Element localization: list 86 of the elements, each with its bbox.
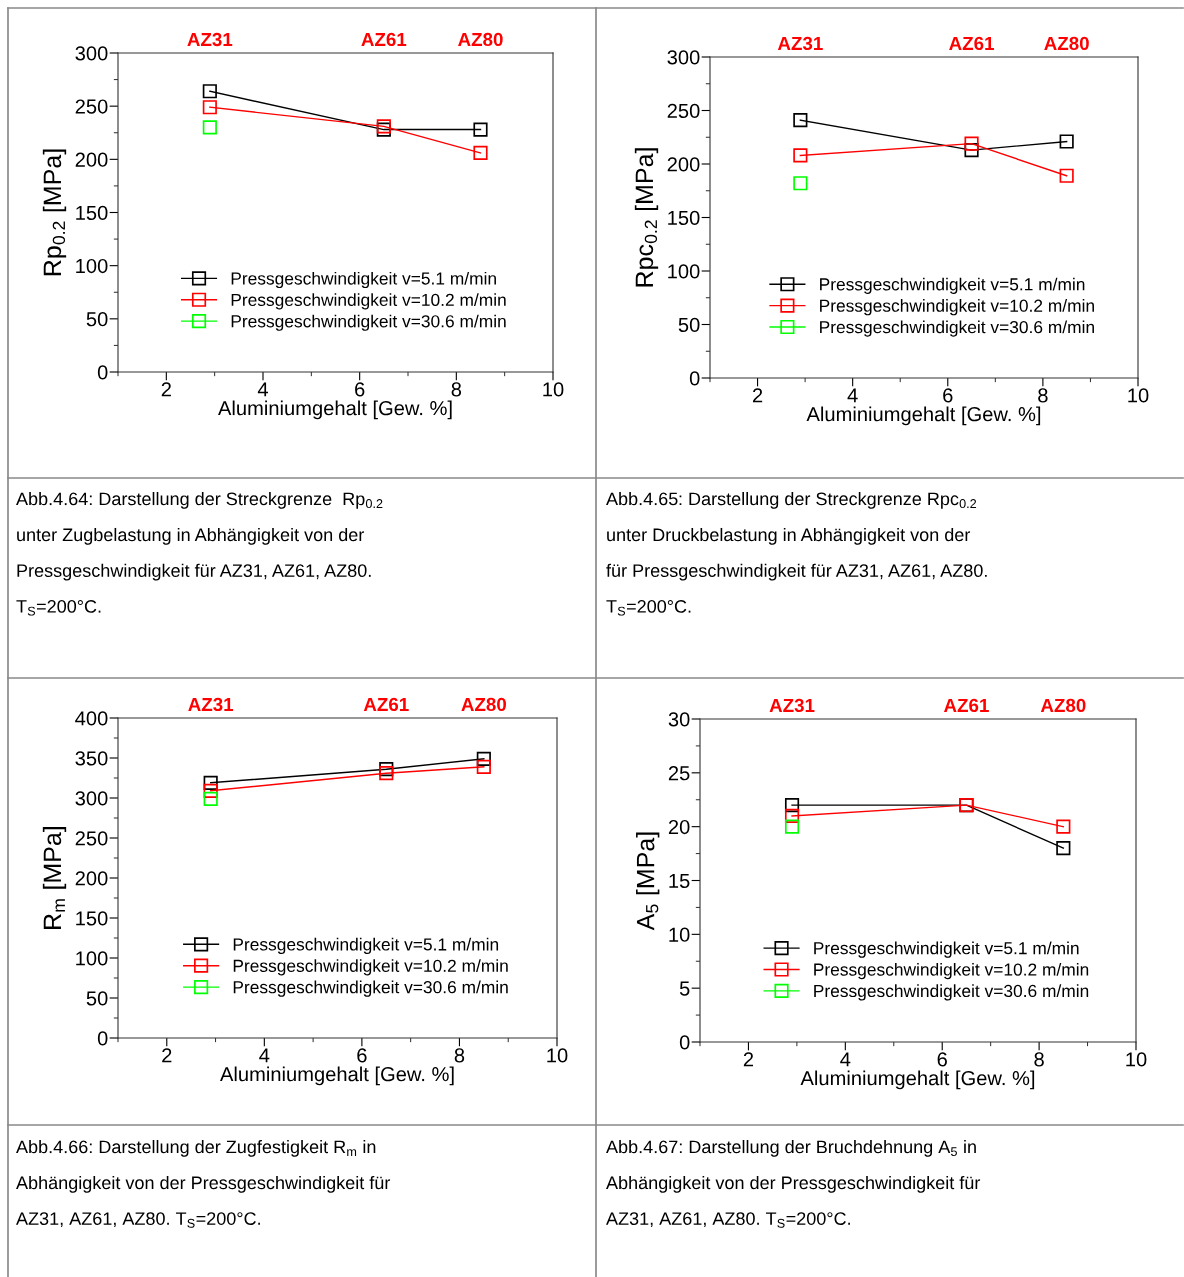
text: AZ80 [1044, 36, 1089, 51]
y-tick-label: 350 [75, 751, 108, 766]
x-axis-title: Aluminiumgehalt [Gew. %] [220, 1066, 454, 1086]
x-tick-label: 4 [257, 382, 269, 397]
y-tick-label: 5 [679, 981, 690, 996]
y-tick-label: 300 [75, 46, 108, 61]
y-tick-label: 10 [669, 927, 690, 942]
y-tick-label: 250 [75, 99, 108, 114]
y-tick-label: 50 [86, 991, 108, 1006]
y-tick-label: 0 [679, 1035, 690, 1050]
text: AZ61 [361, 32, 407, 47]
x-tick-label: 4 [259, 1048, 270, 1063]
x-tick-label: 8 [451, 382, 462, 397]
text: AZ80 [458, 32, 503, 47]
y-tick-label: 20 [668, 819, 690, 835]
y-tick-label: 0 [97, 1031, 108, 1046]
legend-label: Pressgeschwindigkeit v=30.6 m/min [231, 314, 506, 331]
x-tick-label: 6 [355, 382, 365, 397]
y-tick-label: 0 [689, 371, 700, 386]
legend-label: Pressgeschwindigkeit v=10.2 m/min [814, 962, 1089, 980]
y-tick-label: 50 [86, 312, 108, 327]
y-axis-title: Rp$_{0.2}$ [MPa] [42, 149, 67, 276]
legend-label: Pressgeschwindigkeit v=5.1 m/min [231, 271, 496, 289]
y-tick-label: 300 [667, 50, 700, 65]
legend-label: Pressgeschwindigkeit v=30.6 m/min [233, 980, 508, 997]
legend-label: Pressgeschwindigkeit v=10.2 m/min [233, 959, 508, 976]
text: Abb.4.65: Darstellung der Streckgrenze Rpc$_{0.2}$ unter Druckbelastung in Abhängigkeit von der für Pressgeschwindigkeit für AZ31, AZ61, AZ80. T$_{S}$=200°C. [606, 492, 987, 616]
x-axis-title: Aluminiumgehalt [Gew. %] [218, 400, 452, 420]
text: AZ61 [949, 36, 994, 51]
x-tick-label: 10 [547, 1048, 568, 1063]
text: AZ31 [187, 32, 233, 47]
text: Abb.4.66: Darstellung der Zugfestigkeit R$_{m}$ in Abhängigkeit von der Pressgeschwindigkeit für AZ31, AZ61, AZ80. T$_{S}$=200°C. [16, 1140, 391, 1228]
x-tick-label: 2 [161, 382, 171, 397]
y-tick-label: 250 [75, 831, 108, 846]
y-tick-label: 150 [76, 911, 108, 926]
text: Abb.4.67: Darstellung der Bruchdehnung A$_{5}$ in Abhängigkeit von der Pressgeschwindigkeit für AZ31, AZ61, AZ80. T$_{S}$=200°C. [606, 1140, 981, 1228]
x-tick-label: 6 [943, 388, 953, 403]
y-axis-title: Rpc$_{0.2}$ [MPa] [634, 148, 659, 287]
x-tick-label: 6 [937, 1052, 947, 1067]
legend-label: Pressgeschwindigkeit v=5.1 m/min [820, 277, 1085, 294]
y-tick-label: 200 [667, 157, 700, 172]
x-tick-label: 2 [743, 1052, 754, 1067]
x-tick-label: 6 [357, 1048, 367, 1063]
x-tick-label: 2 [752, 388, 763, 403]
y-tick-label: 200 [75, 152, 108, 167]
x-tick-label: 4 [847, 388, 858, 403]
legend-label: Pressgeschwindigkeit v=10.2 m/min [231, 293, 506, 310]
y-tick-label: 100 [668, 264, 700, 279]
x-tick-label: 8 [454, 1048, 465, 1063]
text: Abb.4.64: Darstellung der Streckgrenze Rp$_{0.2}$ unter Zugbelastung in Abhängigkeit von der Pressgeschwindigkeit für AZ31, AZ61, AZ80. T$_{S}$=200°C. [16, 492, 383, 616]
y-tick-label: 15 [669, 873, 690, 888]
y-tick-label: 30 [668, 712, 690, 727]
text: AZ31 [777, 36, 823, 51]
x-tick-label: 10 [1126, 1052, 1147, 1067]
y-tick-label: 100 [76, 258, 108, 274]
x-tick-label: 8 [1038, 388, 1048, 403]
y-tick-label: 25 [668, 766, 690, 781]
x-axis-title: Aluminiumgehalt [Gew. %] [800, 1070, 1035, 1090]
y-tick-label: 150 [76, 205, 108, 220]
y-tick-label: 100 [76, 951, 108, 966]
y-axis-title: A$_{5}$ [MPa] [636, 832, 660, 931]
y-tick-label: 200 [75, 871, 108, 886]
x-axis-title: Aluminiumgehalt [Gew. %] [806, 406, 1041, 426]
text: AZ61 [363, 697, 409, 712]
text: AZ80 [461, 697, 506, 712]
y-tick-label: 300 [75, 791, 108, 806]
y-tick-label: 400 [75, 711, 108, 726]
x-tick-label: 10 [1128, 388, 1149, 403]
x-tick-label: 10 [543, 382, 564, 397]
text: AZ80 [1040, 698, 1086, 713]
x-tick-label: 4 [840, 1052, 851, 1067]
legend-label: Pressgeschwindigkeit v=5.1 m/min [814, 941, 1079, 958]
x-tick-label: 8 [1034, 1052, 1044, 1067]
x-tick-label: 2 [162, 1048, 172, 1063]
y-axis-title: R$_{m}$ [MPa] [42, 827, 67, 929]
legend-label: Pressgeschwindigkeit v=30.6 m/min [814, 984, 1089, 1001]
y-tick-label: 150 [668, 210, 700, 225]
y-tick-label: 250 [667, 103, 700, 118]
text: AZ61 [943, 698, 989, 713]
text: AZ31 [769, 698, 815, 713]
y-tick-label: 0 [97, 365, 108, 380]
legend-label: Pressgeschwindigkeit v=30.6 m/min [820, 320, 1094, 337]
legend-label: Pressgeschwindigkeit v=5.1 m/min [233, 937, 499, 954]
text: AZ31 [188, 697, 234, 712]
y-tick-label: 50 [678, 317, 700, 332]
legend-label: Pressgeschwindigkeit v=10.2 m/min [820, 299, 1094, 316]
